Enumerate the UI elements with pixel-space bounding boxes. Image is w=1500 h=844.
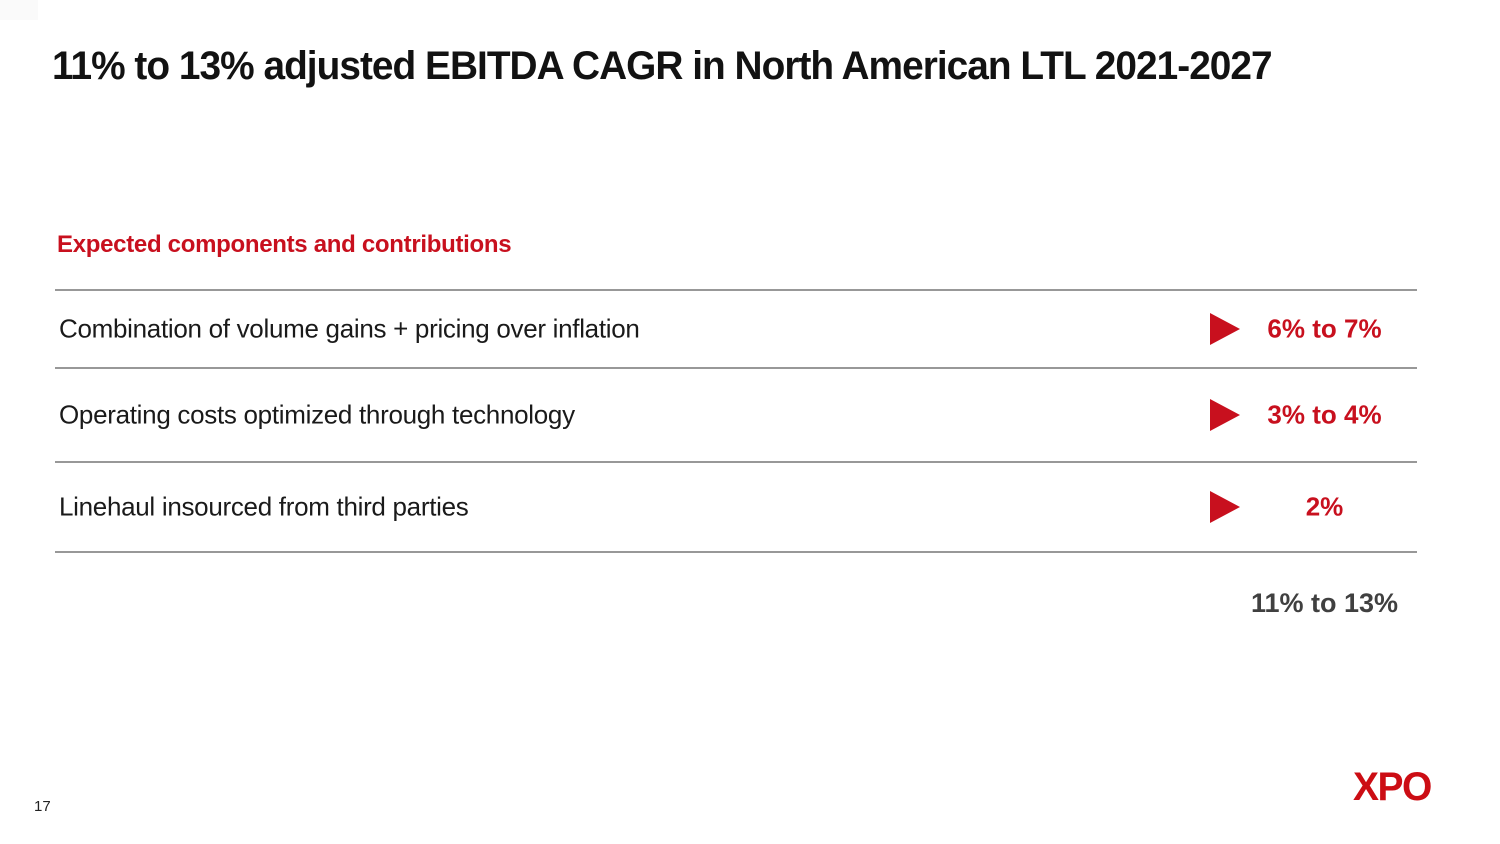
table-rule (55, 461, 1417, 463)
row-value: 3% to 4% (1267, 399, 1382, 430)
row-label: Operating costs optimized through techno… (59, 399, 575, 430)
right-triangle-icon (1210, 399, 1240, 431)
right-triangle-icon (1210, 491, 1240, 523)
right-triangle-icon (1210, 313, 1240, 345)
section-heading: Expected components and contributions (57, 231, 512, 258)
table-row: Operating costs optimized through techno… (55, 369, 1417, 461)
table-rule (55, 289, 1417, 291)
corner-artifact (0, 0, 38, 20)
total-value: 11% to 13% (1250, 588, 1399, 618)
row-label: Linehaul insourced from third parties (59, 491, 469, 522)
row-value: 6% to 7% (1267, 313, 1382, 344)
row-value: 2% (1305, 491, 1344, 522)
slide-title: 11% to 13% adjusted EBITDA CAGR in North… (52, 44, 1273, 88)
xpo-logo: XPO (1353, 765, 1432, 810)
row-label: Combination of volume gains + pricing ov… (59, 313, 640, 344)
table-rule (55, 367, 1417, 369)
table-row: Linehaul insourced from third parties 2% (55, 463, 1417, 551)
table-rule (55, 551, 1417, 553)
page-number: 17 (34, 798, 51, 815)
table-row: Combination of volume gains + pricing ov… (55, 291, 1417, 367)
